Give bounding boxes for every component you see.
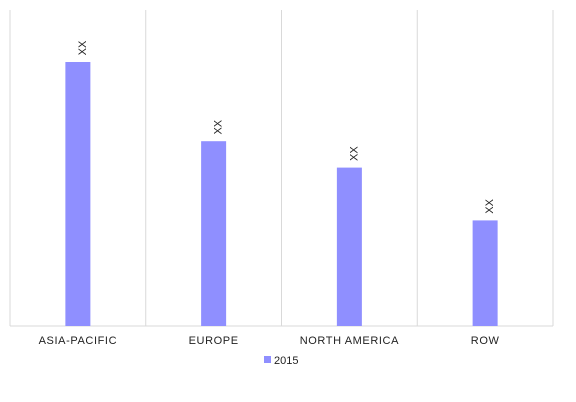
bar-europe bbox=[201, 141, 227, 326]
x-tick-labels-group: ASIA-PACIFIC EUROPE NORTH AMERICA ROW bbox=[39, 335, 500, 347]
data-label: XX bbox=[77, 40, 89, 55]
grid-lines bbox=[9, 10, 554, 327]
x-tick-label: EUROPE bbox=[189, 335, 239, 347]
bars-group bbox=[65, 62, 498, 326]
x-tick-label: NORTH AMERICA bbox=[300, 335, 399, 347]
legend-label: 2015 bbox=[274, 355, 298, 367]
bar-asia-pacific bbox=[65, 62, 91, 326]
bar-north-america bbox=[336, 167, 362, 326]
x-tick-label: ASIA-PACIFIC bbox=[39, 335, 118, 347]
legend-swatch bbox=[264, 356, 271, 363]
x-tick-label: ROW bbox=[471, 335, 500, 347]
legend: 2015 bbox=[264, 355, 298, 367]
data-label: XX bbox=[484, 198, 496, 213]
bar-row bbox=[472, 220, 498, 326]
data-labels-group: XX XX XX XX bbox=[77, 40, 496, 214]
data-label: XX bbox=[213, 119, 225, 134]
data-label: XX bbox=[348, 146, 360, 161]
